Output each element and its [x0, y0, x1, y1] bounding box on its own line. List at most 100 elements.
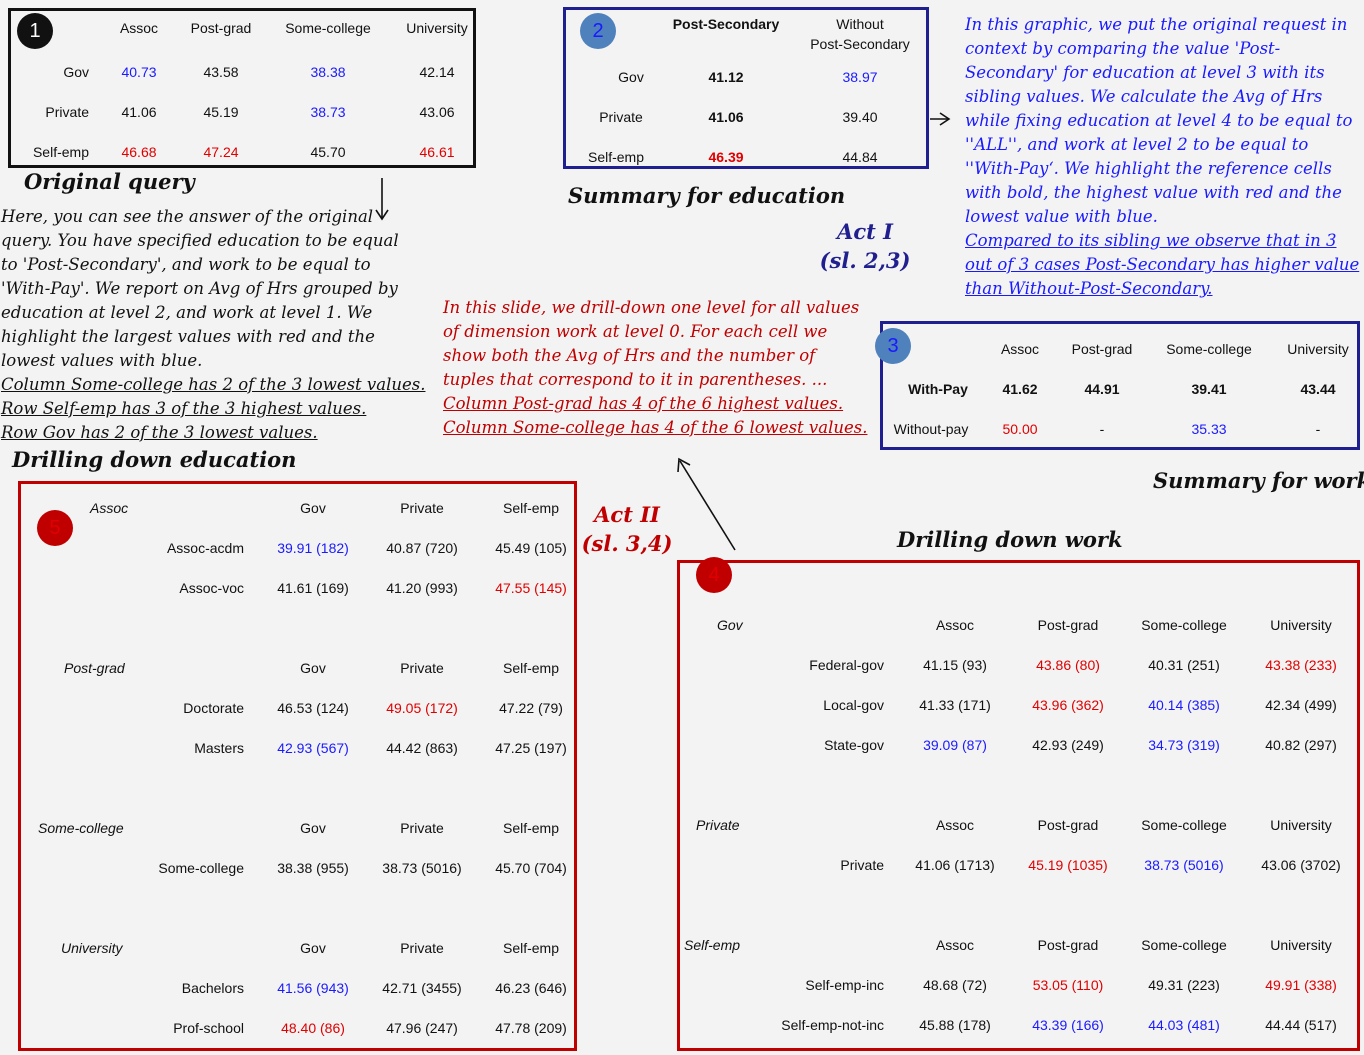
cell-value: 45.19 (1035) [1028, 857, 1108, 873]
col-header: Private [400, 940, 444, 956]
text-line: lowest value with blue. [965, 207, 1158, 226]
col-header: Assoc [935, 817, 975, 833]
col-header: Some-college [1141, 937, 1227, 953]
summary-education-table: 2 Post-Secondary Without Post-Secondary … [563, 7, 929, 169]
cell-value: 41.61 (169) [277, 580, 349, 596]
cell-value: 40.82 (297) [1265, 737, 1337, 753]
text-line: show both the Avg of Hrs and the number … [443, 346, 816, 365]
text-line: ''With-Pay‘. We highlight the reference … [965, 159, 1332, 178]
col-header: Post-grad [190, 20, 252, 36]
cell-value: 42.34 (499) [1265, 697, 1337, 713]
cell-value: 49.05 (172) [386, 700, 458, 716]
cell-value: 43.96 (362) [1032, 697, 1104, 713]
col-header: Post-grad [1071, 341, 1133, 357]
act-1-slides: (sl. 2,3) [819, 248, 911, 273]
row-label: Assoc-acdm [166, 540, 244, 556]
cell-value: 50.00 [1002, 421, 1038, 437]
finding-line: Column Some-college has 4 of the 6 lowes… [443, 418, 868, 437]
cell-value: 38.97 [842, 69, 878, 85]
cell-value: 43.86 (80) [1036, 657, 1100, 673]
drilling-education-title: Drilling down education [12, 447, 297, 472]
group-label: University [61, 940, 123, 956]
text-line: with bold, the highest value with red an… [965, 183, 1342, 202]
original-query-table: 1 Assoc Post-grad Some-college Universit… [8, 8, 476, 168]
act-2-title: Act II [594, 502, 660, 527]
finding-line: than Without-Post-Secondary. [965, 279, 1213, 298]
act-2-slides: (sl. 3,4) [581, 531, 673, 556]
drill-description: In this slide, we drill-down one level f… [443, 296, 867, 440]
cell-value: 38.73 (5016) [1144, 857, 1224, 873]
col-header: Gov [300, 660, 326, 676]
col-header: Some-college [285, 20, 371, 36]
row-label: Self-emp-inc [805, 977, 884, 993]
text-line: context by comparing the value 'Post- [965, 39, 1281, 58]
cell-value: 38.73 (5016) [382, 860, 462, 876]
cell-value: 40.87 (720) [386, 540, 458, 556]
cell-value: 34.73 (319) [1148, 737, 1220, 753]
cell-value: 47.55 (145) [495, 580, 567, 596]
finding-line: Row Self-emp has 3 of the 3 highest valu… [1, 399, 367, 418]
cell-value: 42.93 (567) [277, 740, 349, 756]
cell-value: 48.68 (72) [923, 977, 987, 993]
cell-value: 40.31 (251) [1148, 657, 1220, 673]
cell-value: 46.61 [419, 144, 455, 160]
row-label: Assoc-voc [179, 580, 244, 596]
cell-value: 47.78 (209) [495, 1020, 567, 1036]
summary-education-title: Summary for education [568, 183, 846, 208]
row-label: Self-emp [32, 144, 89, 160]
row-label: Prof-school [173, 1020, 244, 1036]
col-header: Self-emp [502, 820, 560, 836]
cell-value: 39.40 [842, 109, 878, 125]
act-1-title: Act I [837, 219, 893, 244]
col-header: University [1270, 617, 1332, 633]
step-badge-2: 2 [580, 13, 616, 49]
step-badge-1: 1 [17, 13, 53, 49]
cell-value: - [1099, 421, 1105, 437]
original-query-title: Original query [24, 169, 195, 194]
cell-value: 41.56 (943) [277, 980, 349, 996]
cell-value: 53.05 (110) [1032, 977, 1104, 993]
row-label: Bachelors [181, 980, 244, 996]
text-line: of dimension work at level 0. For each c… [443, 322, 828, 341]
cell-value: 47.96 (247) [386, 1020, 458, 1036]
act-2-label: Act II (sl. 3,4) [577, 500, 677, 558]
summary-work-table: 3 Assoc Post-grad Some-college Universit… [875, 321, 1360, 450]
row-label: Federal-gov [809, 657, 884, 673]
group-label: Assoc [90, 500, 129, 516]
cell-value: 39.41 [1191, 381, 1227, 397]
cell-value: 38.38 [310, 64, 346, 80]
text-line: tuples that correspond to it in parenthe… [443, 370, 828, 389]
col-header: Gov [300, 940, 326, 956]
col-header: Private [400, 660, 444, 676]
text-line: while fixing education at level 4 to be … [965, 111, 1353, 130]
col-header: Private [400, 820, 444, 836]
col-header: Self-emp [502, 940, 560, 956]
cell-value: 47.22 (79) [499, 700, 563, 716]
col-header: Without [836, 16, 884, 32]
arrow-up-4 [679, 460, 736, 551]
col-header: Some-college [1141, 817, 1227, 833]
text-line: query. You have specified education to b… [1, 231, 399, 250]
text-line: 'With-Pay'. We report on Avg of Hrs grou… [1, 279, 398, 298]
row-label: Masters [194, 740, 244, 756]
col-header: Post-Secondary [672, 16, 780, 32]
cell-value: 42.71 (3455) [382, 980, 462, 996]
cell-value: 38.38 (955) [277, 860, 349, 876]
cell-value: 46.39 [708, 149, 744, 165]
cell-value: 49.31 (223) [1148, 977, 1220, 993]
cell-value: 46.68 [121, 144, 157, 160]
col-header: Post-grad [1037, 937, 1099, 953]
text-line: Here, you can see the answer of the orig… [1, 207, 374, 226]
cell-value: 40.14 (385) [1148, 697, 1220, 713]
original-query-description: Here, you can see the answer of the orig… [1, 205, 425, 445]
text-line: In this graphic, we put the original req… [965, 15, 1348, 34]
cell-value: 44.84 [842, 149, 878, 165]
arrow-down-1-head [375, 209, 389, 221]
cell-value: 46.23 (646) [495, 980, 567, 996]
col-header: Post-grad [1037, 817, 1099, 833]
cell-value: 41.62 [1002, 381, 1038, 397]
row-label: Private [599, 109, 643, 125]
col-header: Some-college [1141, 617, 1227, 633]
cell-value: 41.33 (171) [919, 697, 991, 713]
